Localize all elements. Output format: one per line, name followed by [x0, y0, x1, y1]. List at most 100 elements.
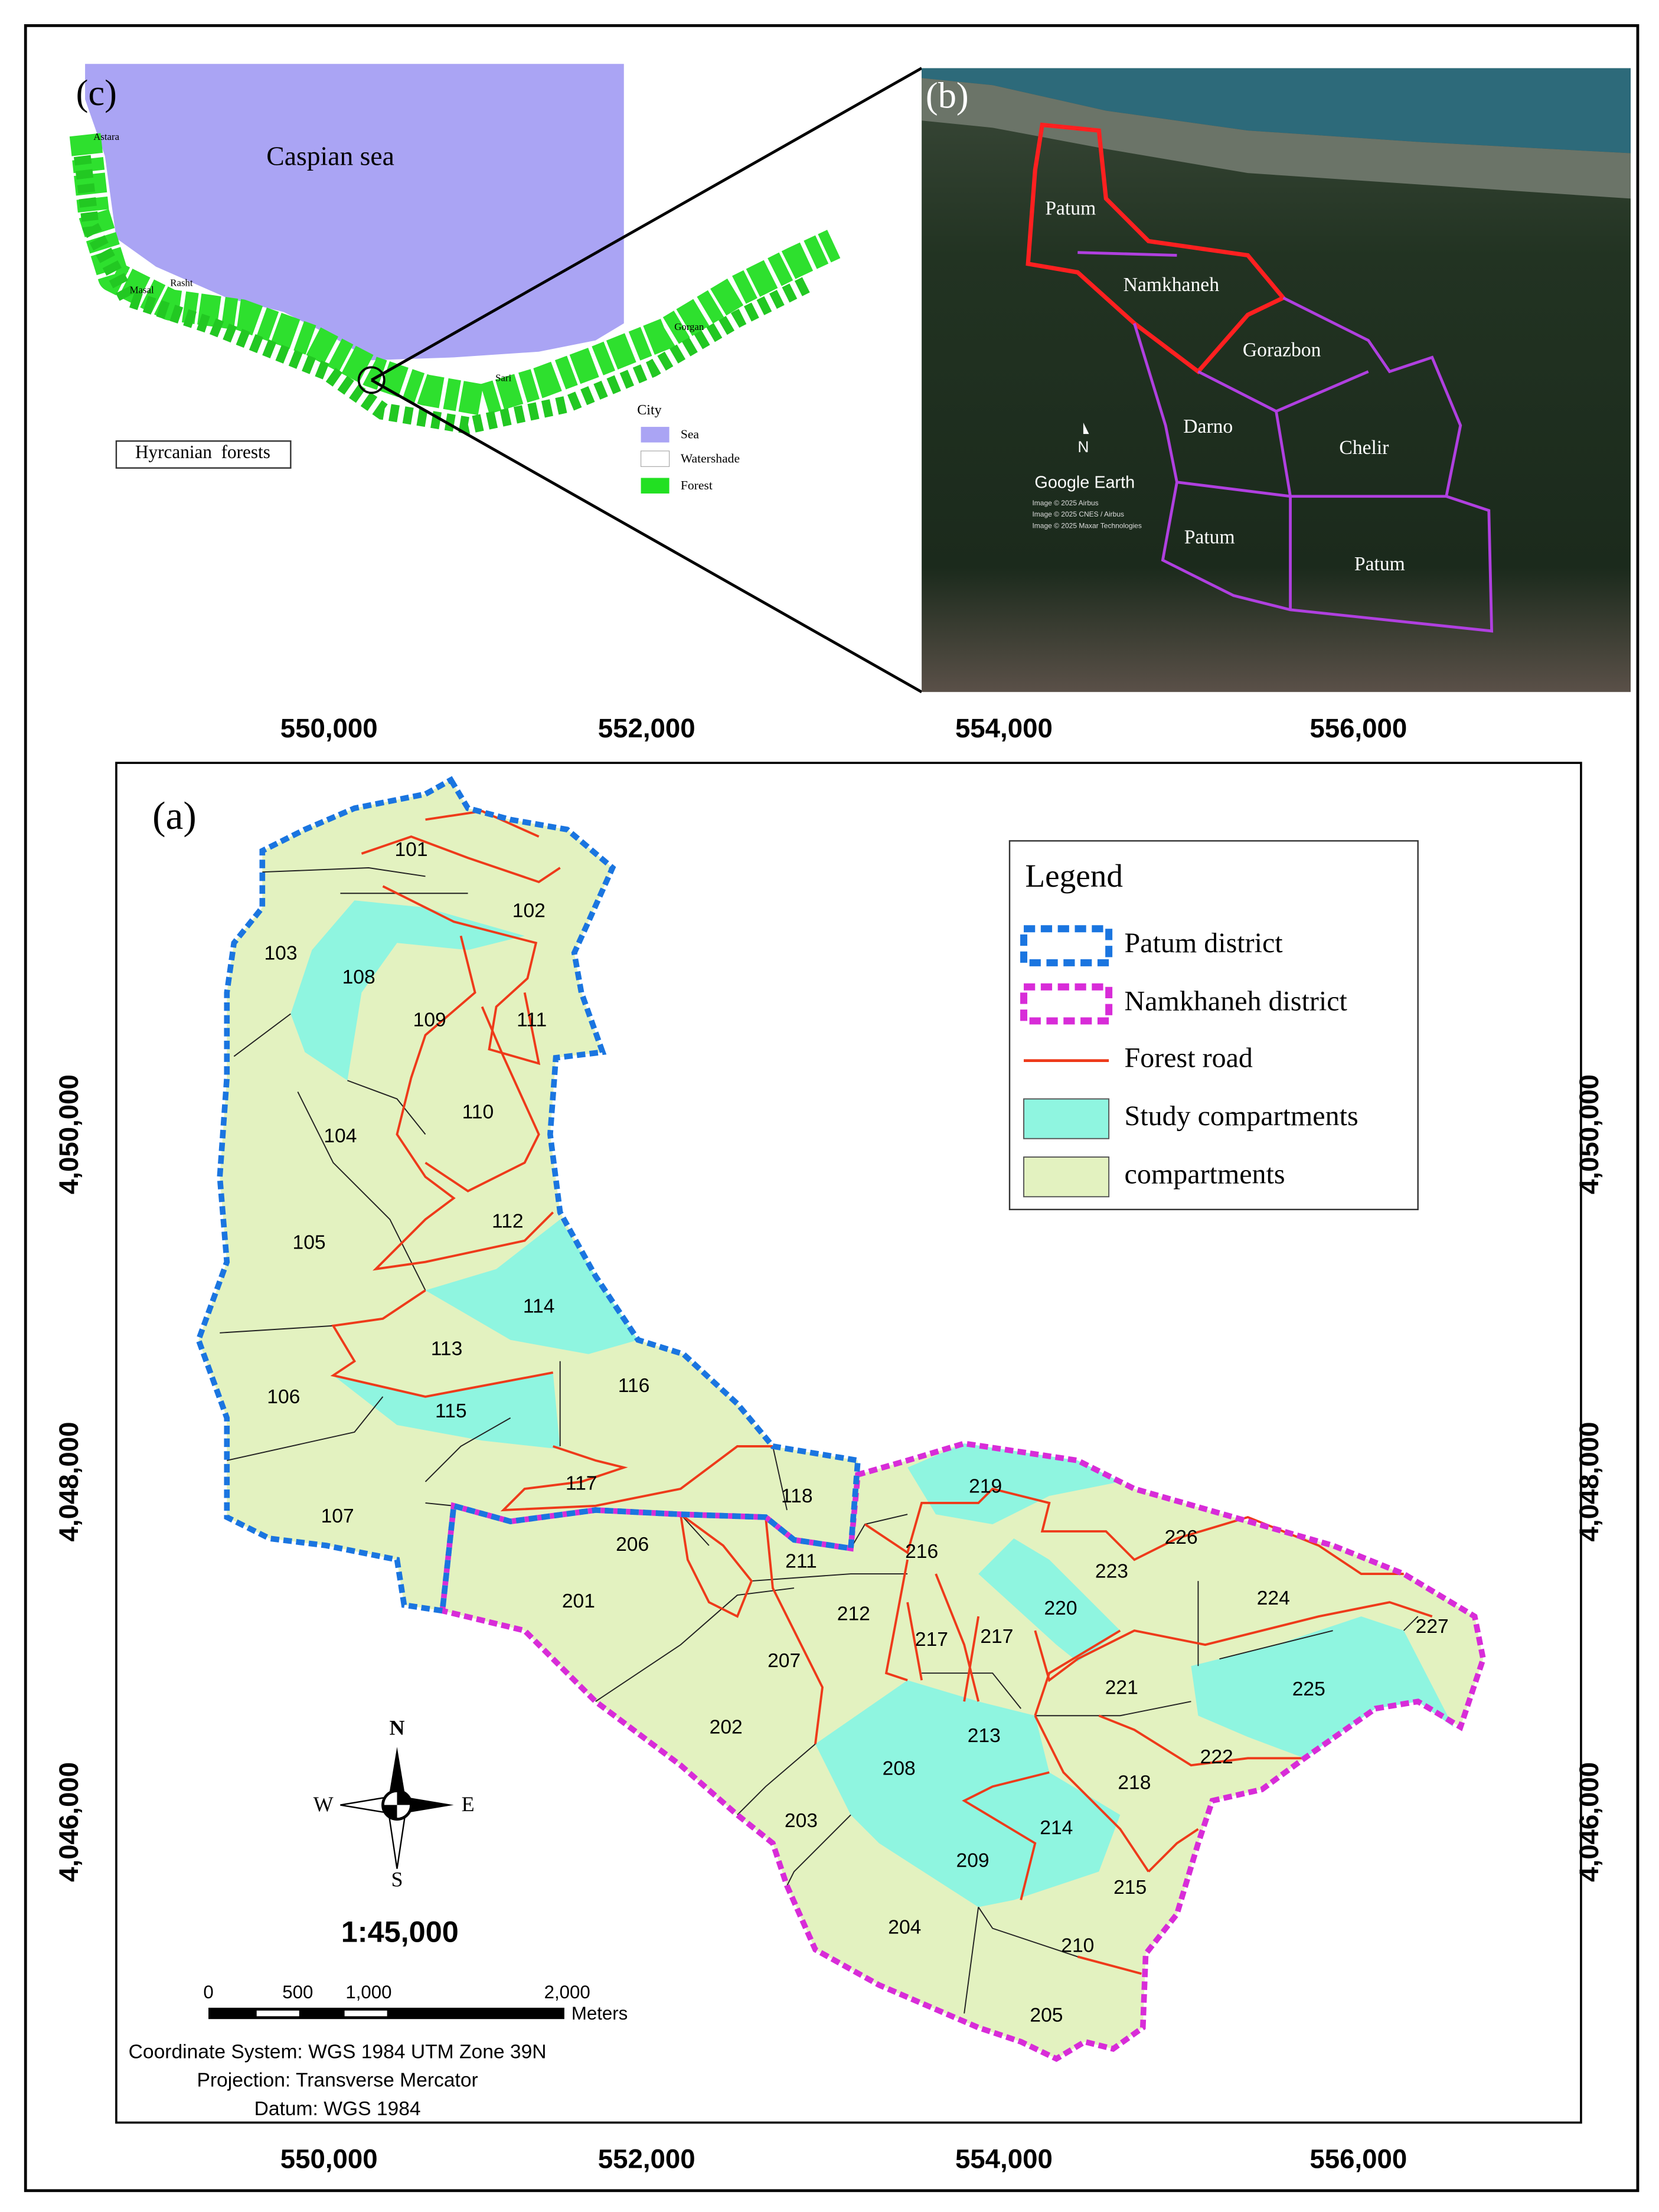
compartment-label: 115 — [435, 1400, 467, 1422]
caption: Hyrcanian forests — [135, 442, 270, 462]
compartment-boundary — [262, 867, 426, 877]
forest-road — [424, 1006, 540, 1192]
x-tick-label: 556,000 — [1309, 2144, 1407, 2174]
compartment-label: 109 — [413, 1009, 446, 1031]
compartment-label: 218 — [1118, 1772, 1151, 1793]
compartment-label: 101 — [394, 839, 427, 861]
x-tick-label: 554,000 — [955, 2144, 1053, 2174]
compartment-label: 224 — [1257, 1587, 1290, 1609]
legend-title: Legend — [1025, 858, 1123, 894]
compartment-label: 217 — [915, 1629, 948, 1651]
y-tick-label: 4,048,000 — [1574, 1422, 1604, 1541]
compartment-label: 226 — [1165, 1527, 1198, 1548]
forest-road — [679, 1513, 753, 1618]
compass-west: W — [313, 1792, 334, 1816]
legend-swatch-sea — [641, 427, 670, 443]
forest-road — [500, 1445, 773, 1512]
compartment-label: 227 — [1416, 1616, 1449, 1638]
compass-north: N — [389, 1716, 404, 1740]
compartment-label: 106 — [267, 1386, 300, 1408]
scale-label: 2,000 — [544, 1982, 590, 2002]
compartment-label: 112 — [492, 1210, 524, 1232]
panel-label: (c) — [76, 72, 117, 113]
compartment-label: 212 — [837, 1603, 870, 1625]
attribution: Image © 2025 Airbus — [1032, 499, 1098, 507]
city-label: Sari — [495, 372, 511, 383]
compartment-label: 111 — [517, 1009, 547, 1031]
forest-road — [962, 1629, 1149, 1900]
purple-boundaries — [1077, 251, 1494, 633]
zoom-line — [371, 378, 923, 694]
compartment-label: 221 — [1105, 1677, 1138, 1698]
compartment-label: 202 — [710, 1717, 743, 1739]
compartment-label: 104 — [324, 1125, 357, 1147]
compartment-label: 113 — [431, 1338, 463, 1360]
compartment-label: 108 — [342, 966, 375, 988]
x-tick-label: 550,000 — [280, 713, 378, 743]
compartment-label: 117 — [566, 1473, 597, 1495]
attribution: Image © 2025 Maxar Technologies — [1032, 521, 1141, 530]
compartment-label: 208 — [883, 1757, 916, 1779]
map-note: Datum: WGS 1984 — [254, 2098, 421, 2120]
compartment-label: 105 — [293, 1231, 326, 1253]
legend-swatch-forest — [641, 478, 670, 494]
compartment-label: 207 — [768, 1650, 801, 1672]
forest-road — [765, 1517, 824, 1744]
y-tick-label: 4,050,000 — [54, 1074, 84, 1194]
compartment-label: 107 — [321, 1505, 354, 1527]
compartment-boundary — [751, 1573, 908, 1582]
study-compartment — [333, 1373, 560, 1449]
forest-road — [864, 1487, 1404, 1575]
sea-area — [922, 68, 1631, 153]
compartment-label: 206 — [616, 1534, 649, 1556]
compartment-label: 222 — [1200, 1746, 1233, 1768]
compartment-boundary — [347, 1080, 426, 1135]
compartment-boundary — [1219, 1630, 1333, 1660]
district-label: Chelir — [1339, 437, 1389, 459]
compartment-label: 216 — [905, 1541, 938, 1563]
study-compartment — [290, 900, 525, 1081]
forest-road — [330, 1289, 554, 1398]
city-label: Gorgan — [674, 321, 704, 332]
city-label: Masal — [130, 284, 154, 295]
compartment-label: 225 — [1292, 1678, 1325, 1700]
compartment-boundary — [680, 1514, 710, 1546]
legend-item: Namkhaneh district — [1125, 986, 1348, 1017]
district-label: Patum — [1184, 527, 1235, 548]
district-label: Darno — [1183, 416, 1233, 437]
forest-band-inner — [73, 155, 812, 434]
y-tick-label: 4,048,000 — [54, 1422, 84, 1541]
study-compartment — [815, 1680, 1121, 1907]
city-label: Rasht — [170, 277, 193, 288]
legend-item: Watershade — [681, 451, 740, 465]
scale-unit: Meters — [571, 2003, 628, 2024]
scale-bar — [208, 2007, 564, 2020]
legend-symbol-study — [1023, 1098, 1110, 1139]
legend-item: Patum district — [1125, 927, 1284, 959]
x-tick-label: 556,000 — [1309, 713, 1407, 743]
compartment-label: 223 — [1095, 1561, 1128, 1583]
legend-item: Study compartments — [1125, 1100, 1358, 1132]
compartment-boundary — [297, 1092, 426, 1291]
panel-label: (a) — [152, 793, 197, 838]
y-tick-label: 4,050,000 — [1574, 1074, 1604, 1194]
study-compartment — [425, 1219, 638, 1354]
compartment-boundary — [425, 1502, 454, 1507]
forest-road — [382, 885, 541, 1066]
brand: Google Earth — [1034, 473, 1135, 492]
scale-label: 500 — [282, 1982, 313, 2002]
legend-item: Forest road — [1125, 1043, 1253, 1074]
compartment-boundary — [424, 1417, 511, 1482]
district-label: Patum — [1045, 197, 1096, 219]
compartment-label: 201 — [562, 1590, 595, 1612]
y-tick-label: 4,046,000 — [54, 1762, 84, 1882]
x-tick-label: 552,000 — [598, 713, 695, 743]
compartment-label: 215 — [1113, 1877, 1147, 1899]
compartment-label: 103 — [264, 942, 297, 964]
outer-frame — [24, 24, 1640, 2193]
compartment-label: 217 — [980, 1626, 1013, 1648]
basemap — [195, 776, 1487, 2062]
compartment-label: 210 — [1061, 1935, 1094, 1957]
